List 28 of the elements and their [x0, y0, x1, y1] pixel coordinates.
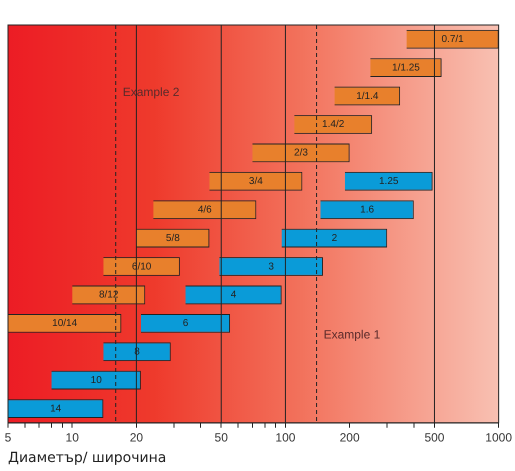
series-label: 10: [90, 374, 102, 386]
x-tick-label: 5: [4, 430, 12, 444]
x-tick-label: 10: [66, 430, 80, 444]
x-tick-label: 20: [130, 430, 144, 444]
series-label: 3/4: [248, 176, 264, 188]
series-label: 1.6: [360, 204, 375, 216]
series-label: 14: [50, 403, 62, 414]
series-label: 8/12: [98, 290, 119, 301]
series-label: 1/1.25: [392, 62, 420, 74]
ref-line-label: Example 1: [324, 328, 381, 342]
series-label: 1.4/2: [322, 119, 345, 130]
series-label: 5/8: [166, 232, 180, 244]
x-tick-label: 100: [275, 430, 296, 444]
x-tick-label: 50: [214, 430, 228, 444]
x-tick-label: 500: [424, 430, 445, 444]
series-label: 4/6: [198, 204, 212, 216]
series-label: 10/14: [52, 318, 78, 330]
series-label: 2/3: [294, 148, 308, 159]
series-label: 6: [182, 318, 189, 330]
x-tick-label: 1000: [485, 430, 512, 444]
series-label: 3: [268, 261, 274, 272]
series-label: 1/1.4: [356, 90, 379, 102]
x-tick-label: 200: [340, 430, 360, 444]
series-label: 4: [230, 290, 237, 301]
series-label: 2: [332, 232, 338, 244]
series-label: 1.25: [378, 176, 399, 188]
series-label: 0.7/1: [441, 34, 464, 45]
x-axis-title: Диаметър/ широчина: [8, 450, 166, 466]
